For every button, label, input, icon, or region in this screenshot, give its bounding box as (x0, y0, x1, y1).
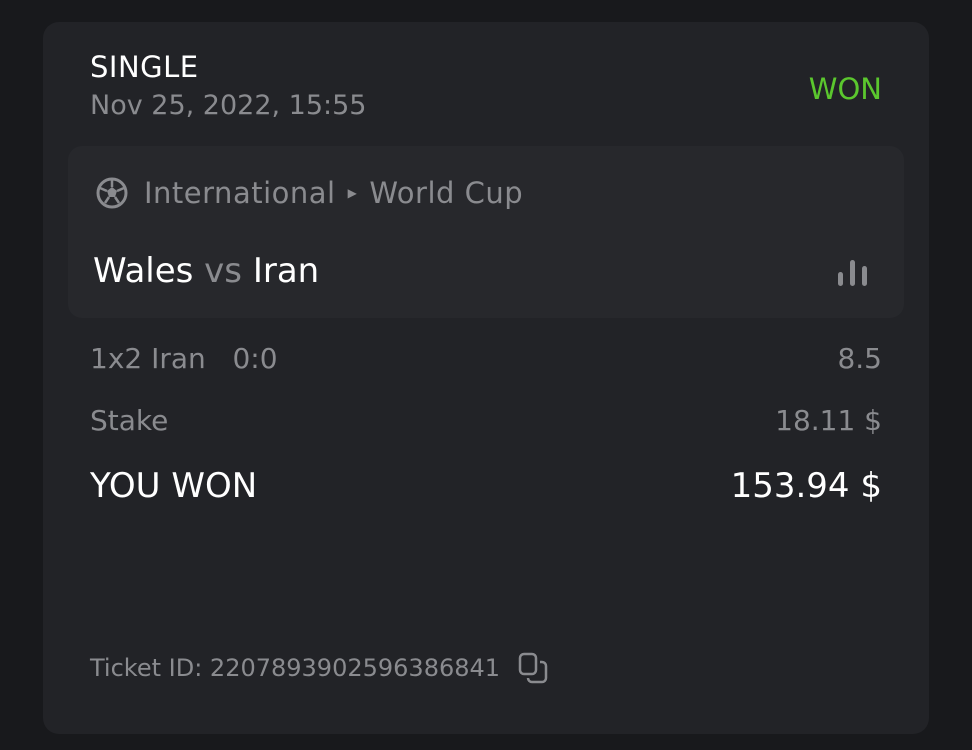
bar-chart-icon[interactable] (836, 258, 870, 288)
league: World Cup (369, 176, 524, 210)
win-row: YOU WON 153.94 $ (90, 466, 882, 506)
away-team: Iran (252, 251, 320, 291)
status-badge: WON (808, 72, 882, 106)
score: 0:0 (232, 342, 278, 375)
match-title: Wales vs Iran (93, 251, 319, 291)
stake-label: Stake (90, 404, 169, 437)
copy-icon[interactable] (518, 652, 548, 684)
soccer-ball-icon (96, 177, 128, 209)
bet-type: SINGLE (90, 50, 199, 84)
ticket-number: 2207893902596386841 (209, 654, 501, 682)
stake-value: 18.11 $ (775, 404, 882, 437)
odds: 8.5 (837, 342, 882, 375)
win-value: 153.94 $ (730, 466, 882, 506)
bet-ticket-card: SINGLE Nov 25, 2022, 15:55 WON Internati… (43, 22, 929, 734)
category: International (144, 176, 336, 210)
chevron-right-icon: ▶ (347, 186, 358, 200)
vs-label: vs (204, 251, 243, 291)
home-team: Wales (93, 251, 194, 291)
market: 1x2 Iran (90, 342, 206, 375)
ticket-label: Ticket ID: (90, 654, 203, 682)
selection-row: 1x2 Iran 0:0 8.5 (90, 342, 882, 375)
stake-row: Stake 18.11 $ (90, 404, 882, 437)
breadcrumb: International ▶ World Cup (96, 176, 523, 210)
bet-date: Nov 25, 2022, 15:55 (90, 90, 367, 121)
event-card[interactable]: International ▶ World Cup Wales vs Iran (68, 146, 904, 318)
win-label: YOU WON (90, 466, 258, 506)
ticket-id: Ticket ID: 2207893902596386841 (90, 652, 548, 684)
